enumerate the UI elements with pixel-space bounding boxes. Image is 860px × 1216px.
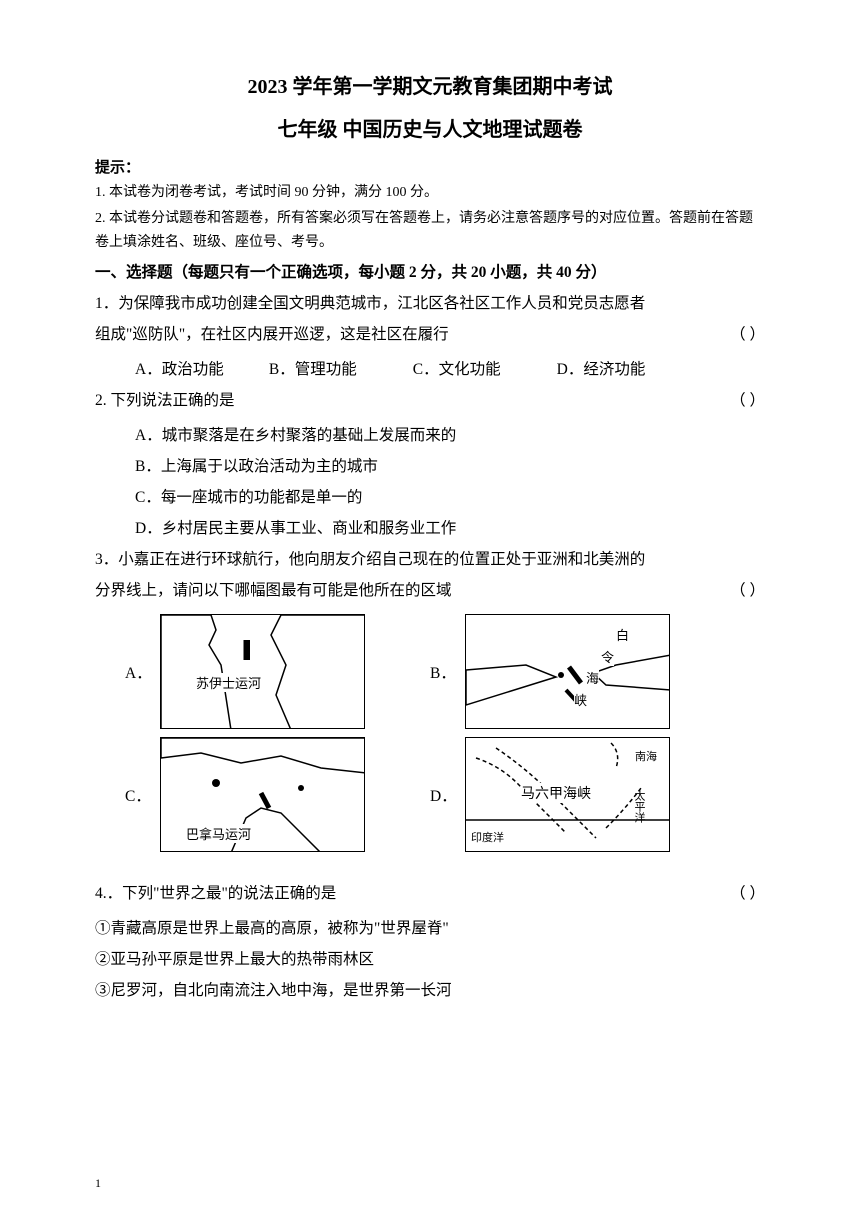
- map-suez-svg: [161, 615, 365, 729]
- q3-label-b: B．: [430, 661, 465, 683]
- map-suez: 苏伊士运河: [160, 614, 365, 729]
- exam-title-line2: 七年级 中国历史与人文地理试题卷: [95, 113, 765, 142]
- map-suez-label: 苏伊士运河: [196, 673, 261, 692]
- q3-line2-text: 分界线上，请问以下哪幅图最有可能是他所在的区域: [95, 582, 452, 599]
- q4-item-2: ②亚马孙平原是世界上最大的热带雨林区: [95, 944, 765, 975]
- question-4: 4.．下列"世界之最"的说法正确的是 （ ）: [95, 878, 765, 909]
- map-bering-l3: 海: [586, 668, 599, 687]
- map-panama: 巴拿马运河: [160, 737, 365, 852]
- q1-option-b: B．管理功能: [269, 354, 409, 385]
- hint-1: 1. 本试卷为闭卷考试，考试时间 90 分钟，满分 100 分。: [95, 181, 765, 205]
- section-1-header: 一、选择题（每题只有一个正确选项，每小题 2 分，共 20 小题，共 40 分）: [95, 260, 765, 282]
- q4-item-1: ①青藏高原是世界上最高的高原，被称为"世界屋脊": [95, 913, 765, 944]
- q2-option-a: A．城市聚落是在乡村聚落的基础上发展而来的: [95, 420, 765, 451]
- q4-stem: 4.．下列"世界之最"的说法正确的是 （ ）: [95, 878, 765, 909]
- map-malacca-nanhai: 南海: [635, 748, 657, 764]
- q2-paren: （ ）: [730, 385, 765, 416]
- q1-line1: 1．为保障我市成功创建全国文明典范城市，江北区各社区工作人员和党员志愿者: [95, 288, 765, 319]
- q2-stem: 2. 下列说法正确的是 （ ）: [95, 385, 765, 416]
- q3-label-d: D．: [430, 784, 465, 806]
- exam-title-line1: 2023 学年第一学期文元教育集团期中考试: [95, 70, 765, 99]
- q3-label-c: C．: [125, 784, 160, 806]
- map-bering-svg: [466, 615, 670, 729]
- map-malacca-pacific: 太平洋: [631, 790, 647, 823]
- q2-option-b: B．上海属于以政治活动为主的城市: [95, 451, 765, 482]
- question-2: 2. 下列说法正确的是 （ ）: [95, 385, 765, 416]
- map-row-2: C． 巴拿马运河 D． 马六甲海峡 南海 太平洋 印度洋: [95, 737, 765, 852]
- question-3: 3．小嘉正在进行环球航行，他向朋友介绍自己现在的位置正处于亚洲和北美洲的 分界线…: [95, 544, 765, 606]
- page-number: 1: [95, 1176, 101, 1191]
- q1-option-a: A．政治功能: [135, 354, 265, 385]
- q2-option-d: D．乡村居民主要从事工业、商业和服务业工作: [95, 513, 765, 544]
- map-bering-l4: 峡: [574, 690, 587, 709]
- q3-line1: 3．小嘉正在进行环球航行，他向朋友介绍自己现在的位置正处于亚洲和北美洲的: [95, 544, 765, 575]
- map-malacca-label: 马六甲海峡: [521, 783, 591, 803]
- q1-options: A．政治功能 B．管理功能 C．文化功能 D．经济功能: [95, 354, 765, 385]
- map-row-1: A． 苏伊士运河 B． 白 令 海 峡: [95, 614, 765, 729]
- q4-item-3: ③尼罗河，自北向南流注入地中海，是世界第一长河: [95, 975, 765, 1006]
- q2-stem-text: 2. 下列说法正确的是: [95, 392, 235, 409]
- map-bering-l2: 令: [601, 647, 614, 666]
- map-bering: 白 令 海 峡: [465, 614, 670, 729]
- q3-line2: 分界线上，请问以下哪幅图最有可能是他所在的区域 （ ）: [95, 575, 765, 606]
- q2-option-c: C．每一座城市的功能都是单一的: [95, 482, 765, 513]
- hints-label: 提示：: [95, 156, 765, 177]
- q1-option-d: D．经济功能: [557, 354, 646, 385]
- question-1: 1．为保障我市成功创建全国文明典范城市，江北区各社区工作人员和党员志愿者 组成"…: [95, 288, 765, 350]
- map-panama-label: 巴拿马运河: [186, 824, 251, 843]
- map-bering-l1: 白: [616, 625, 629, 644]
- q4-stem-text: 4.．下列"世界之最"的说法正确的是: [95, 885, 336, 902]
- q3-paren: （ ）: [730, 575, 765, 606]
- map-malacca: 马六甲海峡 南海 太平洋 印度洋: [465, 737, 670, 852]
- hint-2: 2. 本试卷分试题卷和答题卷，所有答案必须写在答题卷上，请务必注意答题序号的对应…: [95, 207, 765, 255]
- q4-paren: （ ）: [730, 878, 765, 909]
- q1-paren: （ ）: [730, 319, 765, 350]
- q1-line2-text: 组成"巡防队"，在社区内展开巡逻，这是社区在履行: [95, 326, 449, 343]
- q3-label-a: A．: [125, 661, 160, 683]
- map-malacca-indian: 印度洋: [471, 829, 504, 845]
- q1-line2: 组成"巡防队"，在社区内展开巡逻，这是社区在履行 （ ）: [95, 319, 765, 350]
- q1-option-c: C．文化功能: [413, 354, 553, 385]
